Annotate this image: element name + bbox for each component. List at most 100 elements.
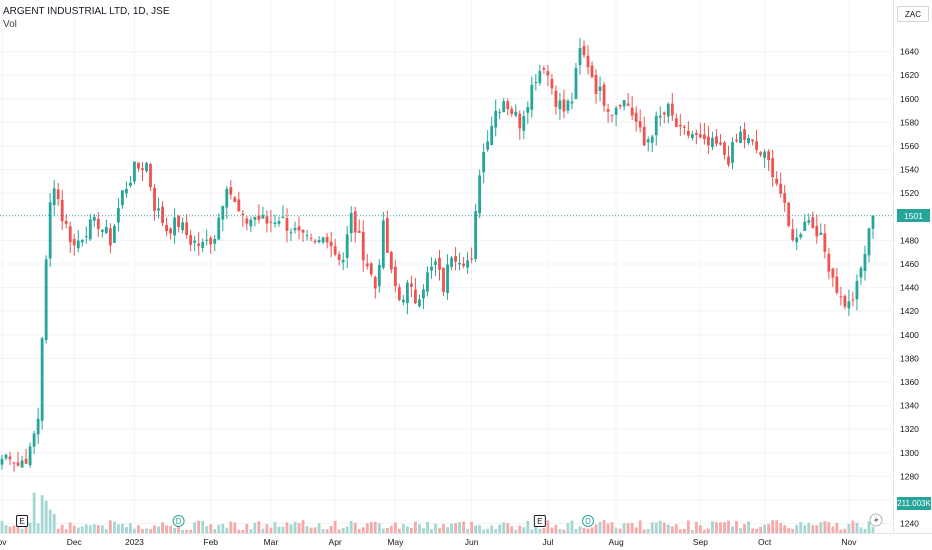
candle-body bbox=[32, 433, 36, 447]
volume-bar bbox=[305, 526, 309, 533]
earnings-marker[interactable]: E bbox=[16, 515, 29, 527]
dividend-marker[interactable]: D bbox=[582, 515, 595, 527]
volume-bar bbox=[385, 527, 389, 533]
candle-body bbox=[337, 254, 341, 260]
candle-body bbox=[397, 287, 401, 300]
candle-body bbox=[502, 101, 506, 112]
volume-bar bbox=[426, 521, 429, 533]
candle-body bbox=[117, 208, 120, 223]
volume-bar bbox=[193, 522, 197, 533]
time-tick-label: Jul bbox=[542, 537, 553, 547]
candle-body bbox=[133, 161, 136, 182]
candle-body bbox=[405, 282, 409, 304]
candle-body bbox=[843, 295, 847, 307]
volume-bar bbox=[177, 522, 181, 533]
price-tick-label: 1280 bbox=[900, 471, 919, 481]
candle-body bbox=[538, 70, 542, 84]
volume-bar bbox=[442, 524, 445, 533]
candle-body bbox=[694, 132, 698, 135]
currency-button[interactable]: ZAC bbox=[897, 6, 929, 22]
candle-body bbox=[807, 220, 811, 223]
candle-body bbox=[574, 68, 578, 99]
volume-bar bbox=[189, 529, 193, 533]
volume-bar bbox=[598, 521, 602, 533]
volume-bar bbox=[84, 524, 88, 533]
volume-bar bbox=[245, 523, 249, 533]
volume-bar bbox=[185, 529, 189, 533]
volume-bars bbox=[0, 492, 875, 533]
candle-body bbox=[815, 225, 819, 237]
time-tick-label: Feb bbox=[203, 537, 218, 547]
candle-body bbox=[353, 211, 357, 233]
volume-bar bbox=[502, 522, 506, 533]
volume-bar bbox=[542, 528, 546, 533]
replay-icon[interactable] bbox=[869, 513, 883, 527]
candle-body bbox=[233, 197, 237, 202]
candle-body bbox=[715, 136, 718, 144]
volume-bar bbox=[353, 522, 357, 533]
candle-body bbox=[494, 110, 498, 128]
candle-body bbox=[44, 259, 48, 340]
volume-bar bbox=[538, 528, 542, 533]
volume-bar bbox=[727, 520, 730, 533]
candle-body bbox=[610, 114, 614, 116]
candle-body bbox=[285, 218, 289, 231]
volume-bar bbox=[325, 529, 329, 533]
volume-bar bbox=[361, 527, 365, 533]
volume-bar bbox=[847, 523, 851, 533]
price-tick-label: 1560 bbox=[900, 141, 919, 151]
candle-body bbox=[389, 252, 393, 270]
dividend-marker[interactable]: D bbox=[172, 515, 185, 527]
candle-body bbox=[703, 134, 706, 140]
volume-bar bbox=[510, 526, 514, 533]
candle-body bbox=[626, 103, 630, 106]
volume-bar bbox=[357, 529, 361, 533]
candle-body bbox=[213, 239, 217, 244]
candle-body bbox=[442, 267, 445, 293]
price-tick-label: 1420 bbox=[900, 306, 919, 316]
candle-body bbox=[518, 113, 522, 129]
candle-body bbox=[566, 100, 570, 111]
volume-bar bbox=[121, 523, 124, 533]
volume-bar bbox=[281, 526, 285, 533]
volume-bar bbox=[377, 523, 381, 533]
candle-body bbox=[297, 226, 301, 231]
volume-bar bbox=[799, 522, 803, 533]
candle-body bbox=[125, 188, 128, 194]
price-tick-label: 1440 bbox=[900, 283, 919, 293]
volume-bar bbox=[779, 522, 783, 533]
candle-body bbox=[422, 289, 425, 299]
volume-bar bbox=[301, 520, 305, 533]
candle-body bbox=[823, 233, 827, 252]
volume-bar bbox=[554, 524, 558, 533]
price-axis[interactable]: 1240126012801300132013401360138014001420… bbox=[900, 47, 919, 529]
candlesticks bbox=[0, 37, 875, 472]
volume-bar bbox=[365, 523, 369, 533]
volume-bar bbox=[197, 520, 201, 533]
volume-bar bbox=[787, 528, 791, 533]
candle-body bbox=[831, 268, 835, 278]
candle-body bbox=[690, 134, 694, 139]
volume-bar bbox=[4, 525, 8, 533]
last-price-badge: 1501 bbox=[897, 209, 930, 223]
candle-body bbox=[185, 222, 189, 235]
candle-body bbox=[498, 111, 502, 113]
candle-body bbox=[349, 212, 353, 234]
volume-bar bbox=[739, 528, 742, 533]
candle-body bbox=[470, 258, 474, 260]
candle-body bbox=[149, 164, 152, 188]
candle-body bbox=[662, 112, 666, 115]
candle-body bbox=[229, 187, 233, 195]
volume-bar bbox=[237, 529, 241, 533]
volume-bar bbox=[269, 527, 273, 533]
time-axis[interactable]: ov Dec 2023 Feb Mar Apr May Jun Jul Aug Sep Oct Nov bbox=[0, 537, 857, 547]
volume-bar bbox=[345, 526, 349, 533]
volume-bar bbox=[662, 522, 666, 533]
volume-bar bbox=[92, 524, 96, 533]
candle-body bbox=[618, 105, 622, 107]
candle-body bbox=[52, 188, 56, 205]
earnings-marker[interactable]: E bbox=[533, 515, 546, 527]
volume-bar bbox=[12, 525, 16, 533]
